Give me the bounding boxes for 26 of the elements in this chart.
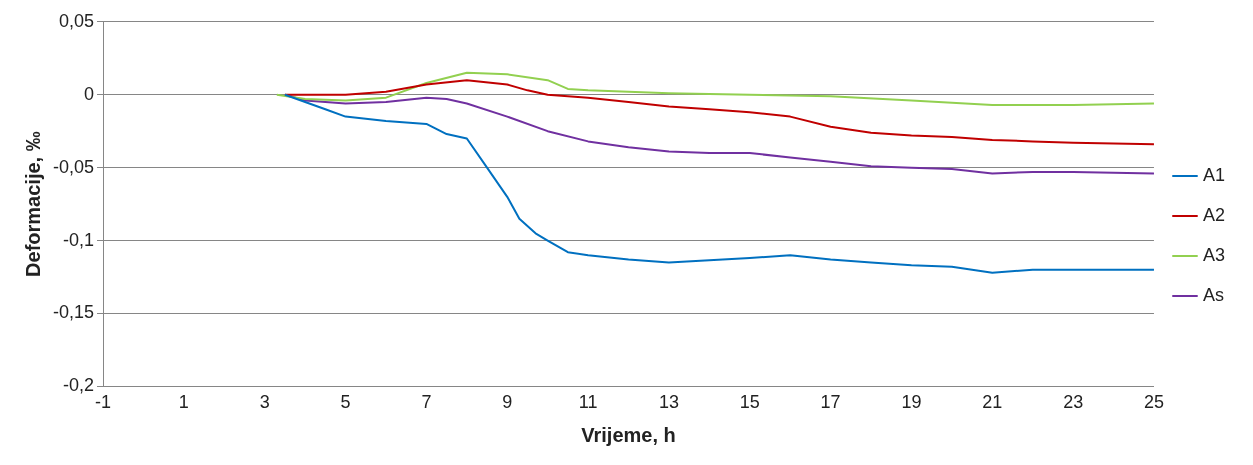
x-tick-label: -1 <box>95 392 112 413</box>
legend-label: A3 <box>1202 244 1226 265</box>
y-tick-label: 0,05 <box>58 10 95 31</box>
y-tick-label: -0,15 <box>53 302 95 323</box>
legend-label: As <box>1202 284 1224 305</box>
y-tick-label: -0,1 <box>63 229 95 250</box>
y-tick-label: -0,05 <box>53 156 95 177</box>
x-tick-label: 11 <box>578 392 598 413</box>
x-tick-label: 19 <box>901 392 922 413</box>
x-tick-label: 15 <box>739 392 760 413</box>
x-tick-label: 9 <box>502 392 513 413</box>
x-axis-title: Vrijeme, h <box>581 423 676 446</box>
legend-label: A1 <box>1202 164 1226 185</box>
y-axis-title: Deformacije, ‰ <box>21 131 44 277</box>
x-tick-label: 23 <box>1063 392 1084 413</box>
x-tick-label: 7 <box>421 392 432 413</box>
x-tick-label: 25 <box>1143 392 1164 413</box>
x-tick-label: 21 <box>982 392 1003 413</box>
x-tick-label: 13 <box>658 392 679 413</box>
x-tick-label: 5 <box>340 392 351 413</box>
x-tick-label: 3 <box>259 392 270 413</box>
y-tick-label: -0,2 <box>63 375 95 396</box>
y-tick-label: 0 <box>84 83 95 104</box>
legend-label: A2 <box>1202 204 1226 225</box>
x-tick-label: 1 <box>178 392 189 413</box>
x-tick-label: 17 <box>820 392 841 413</box>
